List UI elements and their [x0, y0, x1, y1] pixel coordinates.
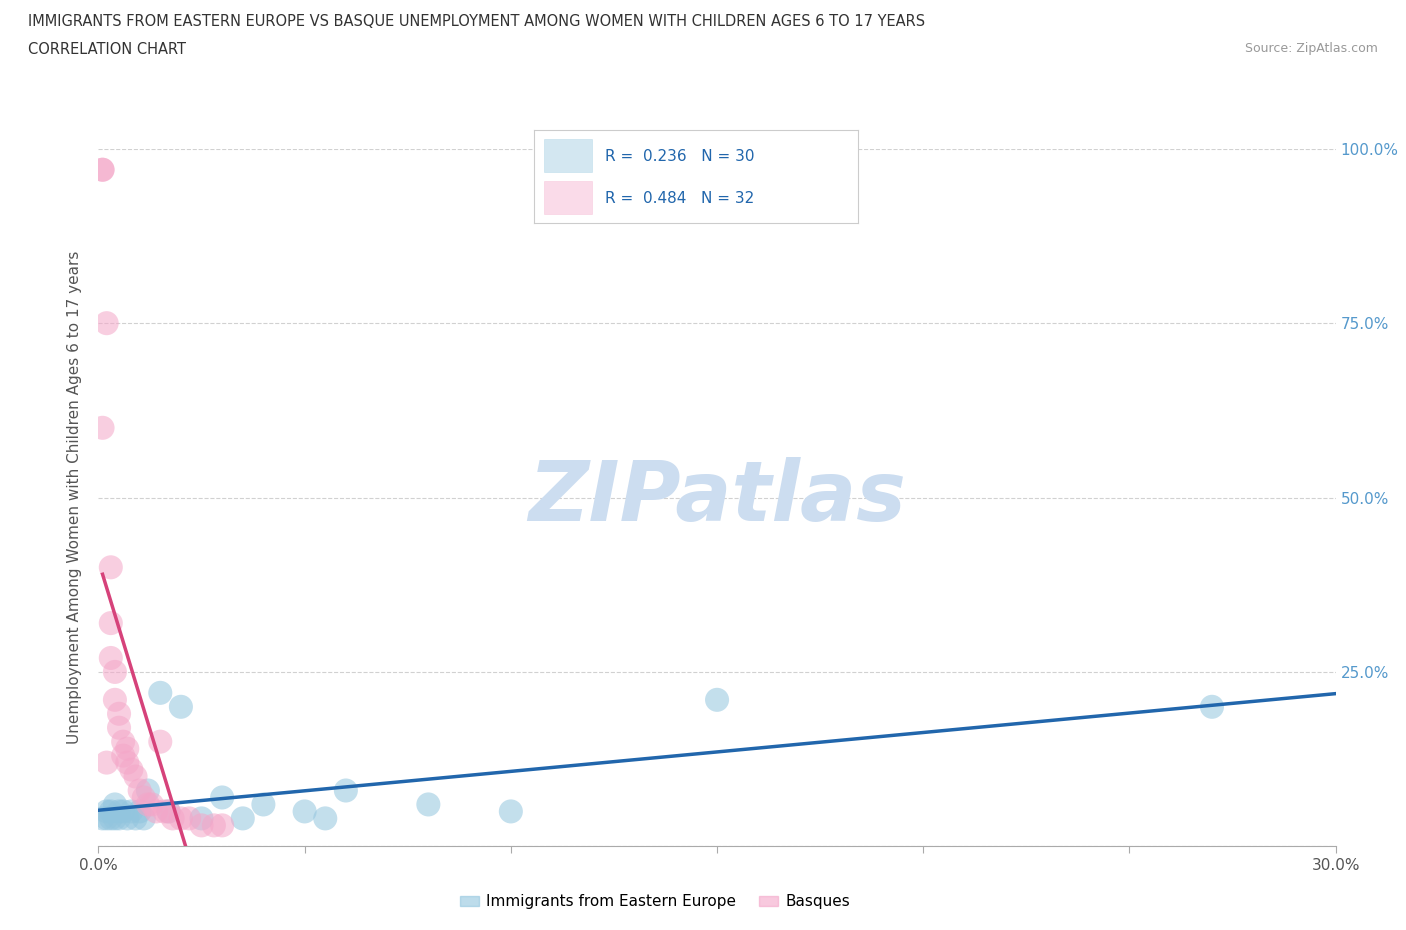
Text: ZIPatlas: ZIPatlas — [529, 457, 905, 538]
Point — [128, 783, 150, 798]
Point — [153, 804, 176, 819]
Point — [145, 804, 167, 819]
Point — [294, 804, 316, 819]
Point — [128, 804, 150, 819]
Point — [100, 616, 122, 631]
Text: R =  0.484   N = 32: R = 0.484 N = 32 — [606, 191, 755, 206]
Point — [104, 692, 127, 708]
Point — [117, 755, 139, 770]
Point — [120, 804, 142, 819]
Point — [190, 818, 212, 833]
Point — [170, 699, 193, 714]
Point — [100, 651, 122, 666]
Point — [108, 721, 131, 736]
Point — [179, 811, 201, 826]
Point — [141, 797, 163, 812]
Point — [211, 818, 233, 833]
Point — [108, 811, 131, 826]
Point — [314, 811, 336, 826]
Point — [252, 797, 274, 812]
Point — [117, 741, 139, 756]
Point — [124, 769, 146, 784]
Point — [499, 804, 522, 819]
Point — [100, 560, 122, 575]
Point — [96, 316, 118, 331]
Point — [108, 804, 131, 819]
Point — [112, 748, 135, 763]
Point — [232, 811, 254, 826]
Legend: Immigrants from Eastern Europe, Basques: Immigrants from Eastern Europe, Basques — [454, 888, 856, 915]
Text: R =  0.236   N = 30: R = 0.236 N = 30 — [606, 149, 755, 164]
Point — [132, 811, 155, 826]
Point — [100, 811, 122, 826]
Point — [162, 811, 184, 826]
Point — [1201, 699, 1223, 714]
FancyBboxPatch shape — [544, 181, 592, 214]
Point — [170, 811, 193, 826]
Point — [96, 755, 118, 770]
Point — [418, 797, 440, 812]
FancyBboxPatch shape — [544, 140, 592, 172]
Point — [120, 763, 142, 777]
Point — [157, 804, 180, 819]
Point — [112, 735, 135, 750]
Point — [112, 804, 135, 819]
Point — [100, 804, 122, 819]
Point — [96, 811, 118, 826]
Point — [108, 707, 131, 722]
Point — [91, 163, 114, 178]
Point — [136, 797, 159, 812]
Text: IMMIGRANTS FROM EASTERN EUROPE VS BASQUE UNEMPLOYMENT AMONG WOMEN WITH CHILDREN : IMMIGRANTS FROM EASTERN EUROPE VS BASQUE… — [28, 14, 925, 29]
Point — [202, 818, 225, 833]
Point — [335, 783, 357, 798]
Point — [149, 685, 172, 700]
Point — [149, 735, 172, 750]
Point — [104, 665, 127, 680]
Point — [157, 804, 180, 819]
Point — [91, 811, 114, 826]
Point — [104, 811, 127, 826]
Point — [96, 804, 118, 819]
Text: Source: ZipAtlas.com: Source: ZipAtlas.com — [1244, 42, 1378, 55]
Point — [104, 797, 127, 812]
Point — [91, 420, 114, 435]
Point — [211, 790, 233, 805]
Point — [124, 811, 146, 826]
Point — [132, 790, 155, 805]
Point — [706, 692, 728, 708]
Point — [91, 163, 114, 178]
Point — [190, 811, 212, 826]
Point — [136, 783, 159, 798]
Y-axis label: Unemployment Among Women with Children Ages 6 to 17 years: Unemployment Among Women with Children A… — [67, 251, 83, 744]
Text: CORRELATION CHART: CORRELATION CHART — [28, 42, 186, 57]
Point — [117, 811, 139, 826]
